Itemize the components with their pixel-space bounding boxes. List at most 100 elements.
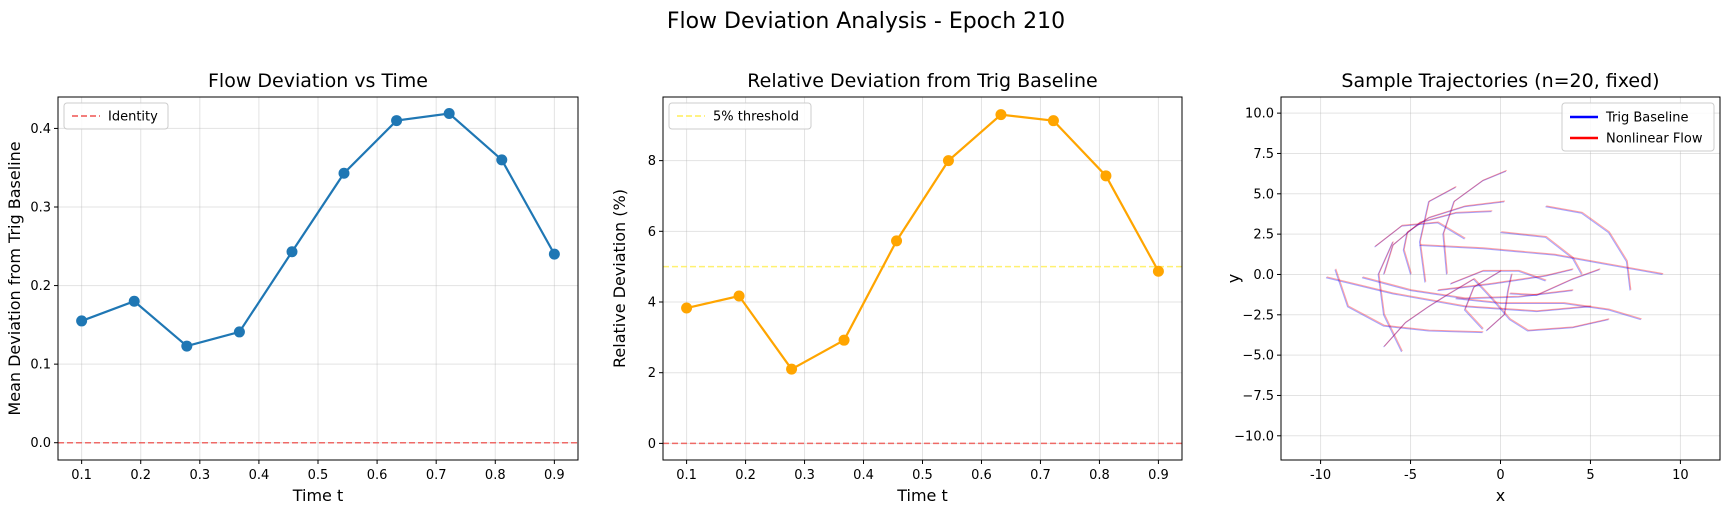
- data-point: [995, 109, 1007, 121]
- x-tick-label: 0.1: [676, 468, 697, 483]
- nonlinear-flow-trajectory: [1443, 169, 1507, 274]
- series-line: [81, 112, 556, 348]
- data-point: [391, 115, 403, 127]
- x-tick-label: 0.6: [971, 468, 992, 483]
- data-point: [128, 295, 140, 307]
- trig-baseline-trajectory: [1383, 278, 1474, 348]
- nonlinear-flow-trajectory: [1473, 278, 1610, 331]
- nonlinear-flow-trajectory: [1335, 268, 1484, 333]
- y-tick-label: 6: [648, 225, 656, 240]
- data-point: [838, 334, 850, 346]
- series-line: [686, 113, 1160, 371]
- legend-box: [63, 102, 169, 130]
- nonlinear-flow-trajectory: [1546, 205, 1632, 290]
- y-tick-label: 0.0: [1253, 268, 1274, 283]
- x-tick-label: 0.2: [130, 468, 151, 483]
- y-tick-label: 0.2: [30, 279, 51, 294]
- legend-label: Identity: [108, 110, 158, 125]
- data-point: [76, 315, 88, 327]
- trig-baseline-trajectory: [1449, 270, 1546, 285]
- x-tick-label: 0.6: [367, 468, 388, 483]
- data-point: [286, 246, 298, 258]
- y-tick-label: 0.1: [30, 358, 51, 373]
- nonlinear-flow-trajectory: [1419, 186, 1457, 282]
- x-tick-label: -5: [1404, 468, 1417, 483]
- trig-baseline-trajectory: [1383, 210, 1492, 275]
- x-tick-label: 0.5: [912, 468, 933, 483]
- relative-deviation-chart: 0.1 0.2 0.3 0.4 0.5 0.6 0.7 0.8 0.9 0 2 4 6 8 Relative…: [610, 70, 1183, 505]
- trig-baseline-trajectory: [1361, 277, 1573, 300]
- data-point: [891, 235, 903, 247]
- x-tick-label: 0.4: [853, 468, 874, 483]
- x-tick-label: 0.7: [426, 468, 447, 483]
- y-tick-label: 0: [648, 437, 656, 452]
- data-point: [733, 290, 745, 302]
- trig-baseline-trajectory: [1437, 269, 1573, 292]
- trig-baseline-trajectory: [1418, 186, 1456, 283]
- data-point: [942, 155, 954, 167]
- data-point: [338, 167, 350, 179]
- x-tick-label: 0.8: [485, 468, 506, 483]
- nonlinear-flow-trajectory: [1326, 276, 1592, 312]
- trig-baseline-trajectory: [1377, 241, 1403, 353]
- y-tick-label: 2.5: [1253, 228, 1274, 243]
- x-axis-label: Time t: [292, 486, 344, 505]
- nonlinear-flow-trajectory: [1383, 210, 1493, 274]
- x-tick-label: 0.5: [308, 468, 329, 483]
- x-tick-label: 0.8: [1089, 468, 1110, 483]
- legend-label: Nonlinear Flow: [1606, 132, 1703, 147]
- nonlinear-flow-trajectory: [1510, 268, 1601, 296]
- y-tick-label: −10.0: [1234, 429, 1274, 444]
- x-tick-label: 0.3: [189, 468, 210, 483]
- data-point: [1100, 170, 1112, 182]
- legend-label: Trig Baseline: [1605, 111, 1689, 126]
- y-tick-label: −7.5: [1242, 389, 1274, 404]
- trig-baseline-trajectory: [1463, 270, 1501, 330]
- nonlinear-flow-trajectory: [1378, 241, 1403, 352]
- x-tick-label: 0.4: [249, 468, 270, 483]
- nonlinear-flow-trajectory: [1456, 297, 1642, 320]
- y-axis-label: y: [1224, 274, 1243, 283]
- nonlinear-flow-trajectory: [1420, 244, 1664, 275]
- nonlinear-flow-trajectory: [1403, 200, 1505, 274]
- x-tick-label: 0: [1496, 468, 1504, 483]
- y-tick-label: 0.3: [30, 201, 51, 216]
- x-tick-label: -10: [1310, 468, 1331, 483]
- data-point: [1152, 265, 1164, 277]
- x-tick-label: 0.2: [735, 468, 756, 483]
- x-tick-label: 0.9: [1148, 468, 1169, 483]
- data-point: [1047, 115, 1059, 127]
- sample-trajectories-chart: -10 -5 0 5 10 −10.0 −7.5 −5.0 −2.5 0.0 2.5 5.0 7.5 10…: [1224, 70, 1721, 505]
- trig-baseline-trajectory: [1402, 201, 1505, 275]
- y-tick-label: −2.5: [1242, 308, 1274, 323]
- y-tick-label: 8: [648, 154, 656, 169]
- y-tick-label: −5.0: [1242, 349, 1274, 364]
- nonlinear-flow-trajectory: [1464, 269, 1502, 329]
- trig-baseline-trajectory: [1500, 231, 1582, 275]
- trig-baseline-trajectory: [1509, 269, 1600, 296]
- trig-baseline-trajectory: [1419, 244, 1663, 276]
- y-tick-label: 7.5: [1253, 147, 1274, 162]
- data-point: [496, 154, 508, 166]
- y-tick-label: 0.0: [30, 436, 51, 451]
- x-tick-label: 0.7: [1030, 468, 1051, 483]
- panel-title: Relative Deviation from Trig Baseline: [747, 70, 1097, 92]
- trig-baseline-trajectory: [1455, 298, 1641, 321]
- legend-box: [1561, 102, 1715, 152]
- x-tick-label: 0.1: [71, 468, 92, 483]
- x-axis-label: Time t: [896, 486, 948, 505]
- y-tick-label: 10.0: [1245, 107, 1274, 122]
- nonlinear-flow-trajectory: [1501, 231, 1583, 274]
- nonlinear-flow-trajectory: [1375, 221, 1466, 247]
- deviation-vs-time-chart: 0.1 0.2 0.3 0.4 0.5 0.6 0.7 0.8 0.9 0.0 0.1 0.2 0.3 0…: [5, 70, 579, 505]
- trig-baseline-trajectory: [1334, 269, 1483, 334]
- panel-title: Sample Trajectories (n=20, fixed): [1341, 70, 1659, 92]
- data-point: [548, 248, 560, 260]
- trig-baseline-trajectory: [1374, 222, 1465, 248]
- nonlinear-flow-trajectory: [1438, 268, 1574, 291]
- nonlinear-flow-trajectory: [1450, 269, 1547, 284]
- y-tick-label: 0.4: [30, 122, 51, 137]
- data-point: [681, 302, 693, 314]
- trig-baseline-trajectory: [1442, 170, 1507, 275]
